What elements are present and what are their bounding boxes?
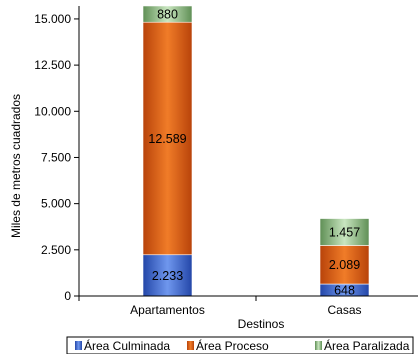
y-axis: 0 2.500 5.000 7.500 10.000 12.500 15.000 [34,6,80,303]
data-label: 2.089 [329,258,360,272]
legend-swatch [187,341,194,350]
x-tick-label: Casas [327,303,361,317]
data-label: 12.589 [148,132,186,146]
bars: 2.233 12.589 880 648 2.089 1.457 [142,5,370,298]
bar-segment [142,21,193,256]
y-tick-label: 7.500 [41,150,71,164]
y-tick-label: 15.000 [34,12,71,26]
data-label: 648 [334,284,355,298]
bar-segment [142,5,193,23]
x-axis: Apartamentos Casas [78,295,418,317]
legend-label: Área Culminada [84,338,170,353]
y-tick-label: 2.500 [41,243,71,257]
y-tick-label: 0 [64,289,71,303]
y-tick-label: 10.000 [34,104,71,118]
legend-box [66,336,414,354]
x-axis-title: Destinos [238,317,285,331]
bar-segment [319,245,370,285]
legend-label: Área Proceso [196,338,269,353]
legend-swatch [315,341,322,350]
legend-label: Área Paralizada [324,338,410,353]
data-label: 880 [157,8,178,22]
x-tick-label: Apartamentos [130,303,205,317]
y-tick-label: 12.500 [34,58,71,72]
y-axis-title: Miles de metros cuadrados [9,94,23,238]
bar-segment [319,218,370,246]
legend: Área Culminada Área Proceso Área Paralizad… [66,336,414,354]
data-label: 2.233 [152,269,183,283]
legend-swatch [75,341,82,350]
bar-segment [142,254,193,297]
y-tick-label: 5.000 [41,197,71,211]
data-label: 1.457 [329,225,360,239]
